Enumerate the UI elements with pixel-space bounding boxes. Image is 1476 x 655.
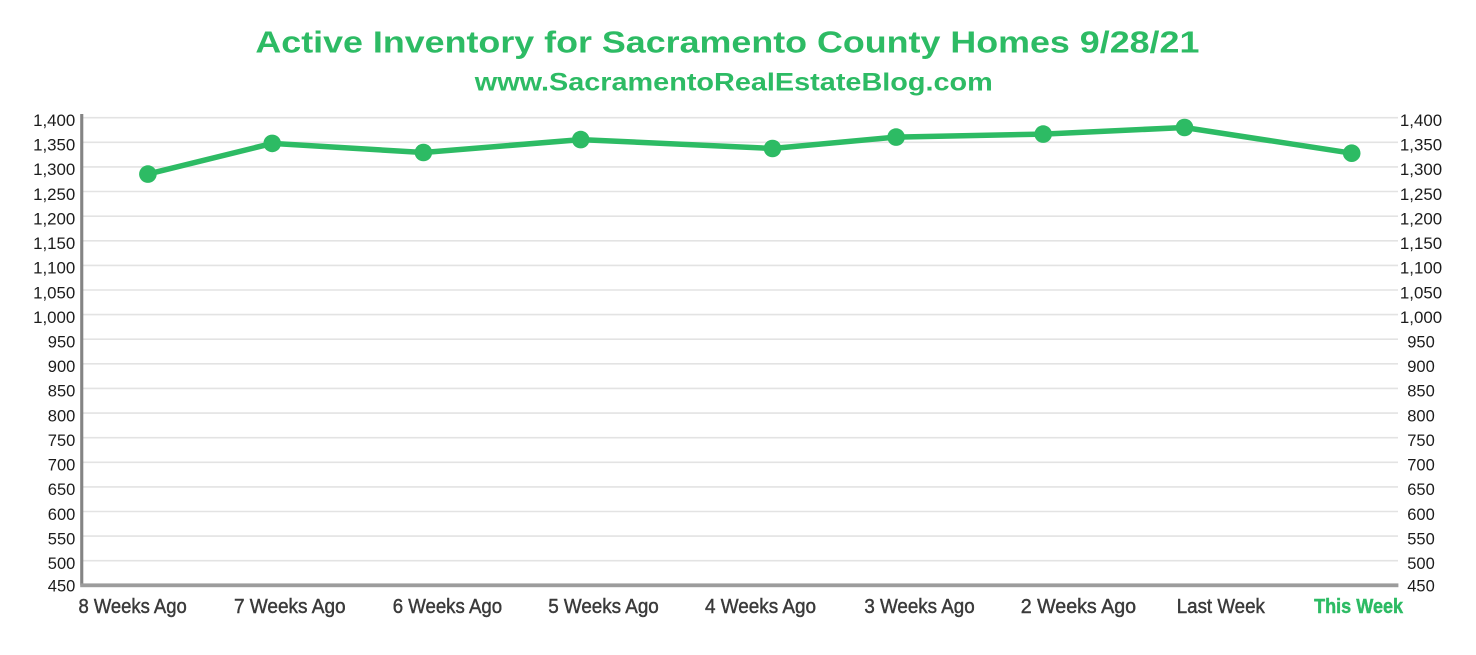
svg-text:650: 650	[48, 481, 76, 499]
svg-text:850: 850	[48, 383, 76, 401]
svg-text:1,000: 1,000	[33, 309, 75, 327]
svg-text:1,200: 1,200	[1400, 210, 1442, 228]
svg-text:1,050: 1,050	[1400, 284, 1442, 302]
svg-text:Last Week: Last Week	[1177, 596, 1266, 618]
svg-text:600: 600	[1407, 506, 1435, 524]
svg-text:1,100: 1,100	[33, 260, 75, 278]
svg-text:1,150: 1,150	[1400, 235, 1442, 253]
svg-text:450: 450	[48, 578, 76, 596]
svg-text:750: 750	[1407, 432, 1435, 450]
svg-text:850: 850	[1407, 383, 1435, 401]
svg-text:700: 700	[1407, 457, 1435, 475]
svg-text:1,250: 1,250	[33, 186, 75, 204]
svg-text:7 Weeks Ago: 7 Weeks Ago	[234, 596, 346, 618]
svg-text:1,300: 1,300	[1400, 161, 1442, 179]
svg-text:650: 650	[1407, 481, 1435, 499]
svg-text:1,400: 1,400	[33, 112, 75, 130]
svg-text:5 Weeks Ago: 5 Weeks Ago	[548, 596, 659, 618]
svg-text:800: 800	[1407, 407, 1435, 425]
svg-text:3 Weeks Ago: 3 Weeks Ago	[864, 596, 974, 618]
svg-text:450: 450	[1407, 578, 1435, 596]
svg-text:1,400: 1,400	[1400, 112, 1442, 130]
svg-text:6 Weeks Ago: 6 Weeks Ago	[393, 596, 502, 618]
svg-text:Active Inventory for Sacrament: Active Inventory for Sacramento County H…	[255, 25, 1199, 60]
svg-text:950: 950	[48, 334, 76, 352]
svg-text:550: 550	[1407, 530, 1435, 548]
svg-text:600: 600	[48, 506, 76, 524]
svg-text:1,200: 1,200	[33, 210, 75, 228]
svg-text:1,300: 1,300	[33, 161, 75, 179]
svg-text:900: 900	[48, 358, 76, 376]
svg-text:www.SacramentoRealEstateBlog.c: www.SacramentoRealEstateBlog.com	[474, 69, 993, 97]
svg-text:800: 800	[48, 407, 76, 425]
svg-text:1,250: 1,250	[1400, 186, 1442, 204]
svg-text:550: 550	[48, 530, 76, 548]
svg-text:750: 750	[48, 432, 76, 450]
svg-text:500: 500	[1407, 555, 1435, 573]
svg-text:700: 700	[48, 457, 76, 475]
svg-text:1,000: 1,000	[1400, 309, 1442, 327]
svg-text:1,350: 1,350	[33, 137, 75, 155]
svg-text:4 Weeks Ago: 4 Weeks Ago	[705, 596, 816, 618]
svg-text:1,350: 1,350	[1400, 137, 1442, 155]
svg-text:1,100: 1,100	[1400, 260, 1442, 278]
svg-text:1,150: 1,150	[33, 235, 75, 253]
svg-text:900: 900	[1407, 358, 1435, 376]
svg-text:8 Weeks Ago: 8 Weeks Ago	[78, 596, 186, 618]
svg-text:500: 500	[48, 555, 76, 573]
svg-text:This Week: This Week	[1314, 596, 1404, 618]
svg-text:1,050: 1,050	[33, 284, 75, 302]
svg-text:950: 950	[1407, 334, 1435, 352]
svg-text:2 Weeks Ago: 2 Weeks Ago	[1021, 596, 1136, 618]
